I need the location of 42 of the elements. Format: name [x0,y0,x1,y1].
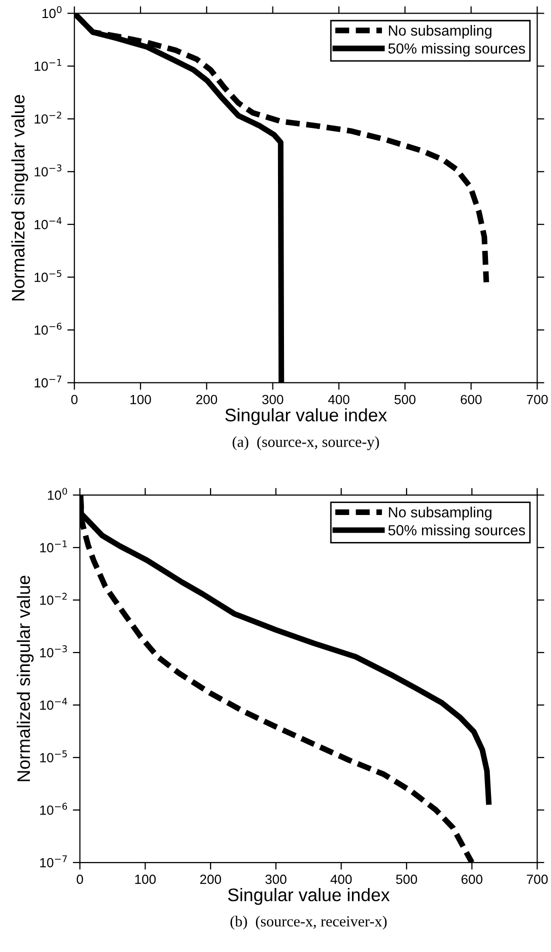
legend-label: No subsampling [388,506,492,520]
x-tick-label: 100 [130,394,151,404]
legend-label: 50% missing sources [388,524,526,538]
x-tick-label: 0 [76,874,84,884]
x-tick-label: 500 [396,874,418,884]
y-tick-label: 10$^{−7}$ [34,376,62,388]
x-tick-label: 0 [71,394,78,404]
x-tick-label: 200 [200,874,222,884]
y-tick-label: 10$^{0}$ [42,6,62,18]
x-tick-label: 100 [135,874,156,884]
y-tick-label: 10$^{−6}$ [40,802,68,815]
y-tick-label: 10$^{−2}$ [34,112,62,124]
x-tick-label: 700 [526,394,548,404]
x-tick-label: 700 [526,874,548,884]
x-tick-label: 300 [262,394,284,404]
y-axis-title: Normalized singular value [11,94,28,300]
y-tick-label: 10$^{0}$ [48,488,68,500]
y-tick-label: 10$^{−3}$ [34,164,62,176]
x-tick-label: 400 [330,874,352,884]
y-tick-label: 10$^{−4}$ [34,217,62,230]
y-tick-label: 10$^{−1}$ [40,540,67,552]
y-tick-label: 10$^{−4}$ [40,698,68,710]
x-tick-label: 600 [462,874,482,884]
y-tick-label: 10$^{−5}$ [34,270,62,282]
x-tick-label: 500 [394,394,416,404]
x-axis-title: Singular value index [228,888,390,905]
x-tick-label: 600 [460,394,482,404]
y-tick-label: 10$^{−5}$ [40,750,67,762]
legend-label: No subsampling [388,24,492,39]
text: (b) (source-x, receiver-x) [230,916,387,930]
y-tick-label: 10$^{−3}$ [40,645,67,658]
y-tick-label: 10$^{−1}$ [34,59,62,71]
y-tick-label: 10$^{−2}$ [40,592,67,605]
y-tick-label: 10$^{−6}$ [34,322,62,335]
y-tick-label: 10$^{−7}$ [40,855,67,868]
text: (a) (source-x, source-y) [232,436,379,450]
y-axis-title: Normalized singular value [16,576,34,782]
x-tick-label: 400 [328,394,350,404]
x-tick-label: 200 [196,394,218,404]
legend-label: 50% missing sources [388,42,526,57]
x-axis-title: Singular value index [225,408,387,426]
x-tick-label: 300 [265,874,286,884]
